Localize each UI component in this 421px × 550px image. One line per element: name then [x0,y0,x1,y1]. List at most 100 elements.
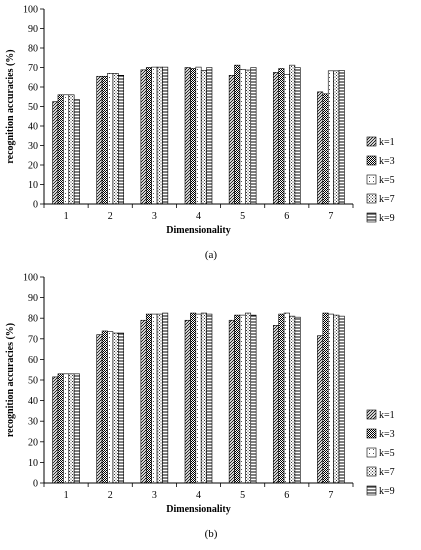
y-tick-label: 0 [33,479,38,490]
bar-k7-dim-6 [289,315,296,484]
bar-k5-dim-7 [327,70,334,205]
bar-k9-dim-6 [294,316,301,484]
bar-k3-dim-6 [278,68,285,205]
bar-k3-dim-2 [101,75,108,205]
y-tick-label: 20 [28,161,38,172]
bar-k9-dim-1 [73,373,80,484]
legend-label-k9: k=9 [379,213,395,224]
bar-k9-dim-7 [338,70,345,205]
bar-k1-dim-1 [52,101,59,205]
y-tick-label: 40 [28,396,38,407]
chart-panel-b: 0 10 20 30 40 50 60 70 80 90 100 1 2 3 4 5 6 7 recogniti… [5,273,395,541]
bar-k5-dim-2 [107,331,114,484]
bar-k7-dim-5 [245,69,252,205]
bar-k5-dim-2 [107,73,114,205]
legend-swatch-k9 [366,212,377,223]
bar-k7-dim-7 [333,70,340,205]
y-tick-label: 20 [28,437,38,448]
bar-k5-dim-5 [239,314,246,484]
y-tick-label: 60 [28,83,38,94]
bar-k5-dim-4 [195,313,202,484]
legend-swatch-k1 [366,136,377,147]
bars-a [52,64,345,205]
bar-k9-dim-6 [294,67,301,205]
legend-label-k1: k=1 [379,137,395,148]
bar-k5-dim-4 [195,66,202,205]
legend-label-k7: k=7 [379,467,395,478]
y-tick-label: 40 [28,122,38,133]
bar-k9-dim-2 [118,75,125,205]
bar-k3-dim-7 [322,93,329,205]
bar-k9-dim-2 [118,332,125,484]
bar-k1-dim-7 [317,335,324,484]
bar-k3-dim-4 [190,312,197,484]
legend-label-k1: k=1 [379,410,395,421]
bar-k1-dim-6 [272,72,279,205]
bars-b [52,312,345,484]
x-ticks-a: 1 2 3 4 5 6 7 [43,204,354,222]
panel-label-a: (a) [205,249,218,261]
legend-swatch-k1 [366,409,377,420]
bar-k1-dim-7 [317,91,324,205]
bar-k9-dim-5 [250,67,257,205]
y-tick-label: 60 [28,355,38,366]
bar-k3-dim-2 [101,330,108,484]
bar-k3-dim-6 [278,313,285,484]
y-tick-label: 100 [23,5,38,16]
x-axis-title-a: Dimensionality [166,225,230,236]
y-tick-label: 50 [28,102,38,113]
y-tick-label: 30 [28,417,38,428]
x-tick-label: 1 [64,211,69,222]
bar-k1-dim-4 [184,67,191,205]
legend-b: k=1 k=3 k=5 k=7 k=9 [366,409,395,497]
bar-k5-dim-1 [63,94,70,205]
y-tick-label: 70 [28,334,38,345]
bar-k5-dim-7 [327,313,334,484]
bar-k7-dim-1 [68,94,75,205]
bar-k3-dim-3 [145,313,152,484]
bar-k1-dim-2 [96,334,103,484]
bar-k9-dim-4 [206,313,213,484]
bar-k7-dim-6 [289,64,296,205]
bar-k1-dim-4 [184,319,191,484]
legend-swatch-k7 [366,193,377,204]
bar-k1-dim-5 [228,75,235,205]
bar-k7-dim-7 [333,314,340,484]
legend-label-k5: k=5 [379,448,395,459]
bar-k7-dim-2 [112,73,119,205]
y-tick-label: 10 [28,180,38,191]
x-tick-label: 4 [196,211,201,222]
x-axis-title-b: Dimensionality [166,504,230,515]
legend-a: k=1 k=3 k=5 k=7 k=9 [366,136,395,224]
y-tick-label: 30 [28,141,38,152]
legend-swatch-k3 [366,428,377,439]
panel-label-b: (b) [205,528,218,540]
bar-k9-dim-5 [250,314,257,484]
bar-k1-dim-3 [140,69,147,205]
y-tick-label: 10 [28,458,38,469]
x-tick-label: 7 [328,211,333,222]
y-tick-label: 80 [28,44,38,55]
bar-k3-dim-5 [234,314,241,484]
legend-swatch-k7 [366,466,377,477]
y-tick-label: 70 [28,63,38,74]
x-tick-label: 1 [64,490,69,501]
bar-k1-dim-2 [96,75,103,205]
chart-panel-a: 0 10 20 30 40 50 60 70 80 90 100 1 2 3 4 5 6 7 recogniti… [5,5,395,262]
bar-k5-dim-3 [151,66,158,205]
legend-swatch-k3 [366,155,377,166]
legend-label-k3: k=3 [379,156,395,167]
y-tick-label: 100 [23,273,38,284]
legend-swatch-k5 [366,447,377,458]
legend-swatch-k9 [366,485,377,496]
legend-label-k7: k=7 [379,194,395,205]
bar-k7-dim-3 [156,66,163,205]
bar-k3-dim-4 [190,68,197,205]
bar-k5-dim-1 [63,373,70,484]
x-tick-label: 6 [284,490,289,501]
y-tick-label: 90 [28,293,38,304]
bar-k9-dim-3 [162,312,169,484]
bar-k1-dim-3 [140,319,147,484]
bar-k9-dim-1 [73,99,80,205]
